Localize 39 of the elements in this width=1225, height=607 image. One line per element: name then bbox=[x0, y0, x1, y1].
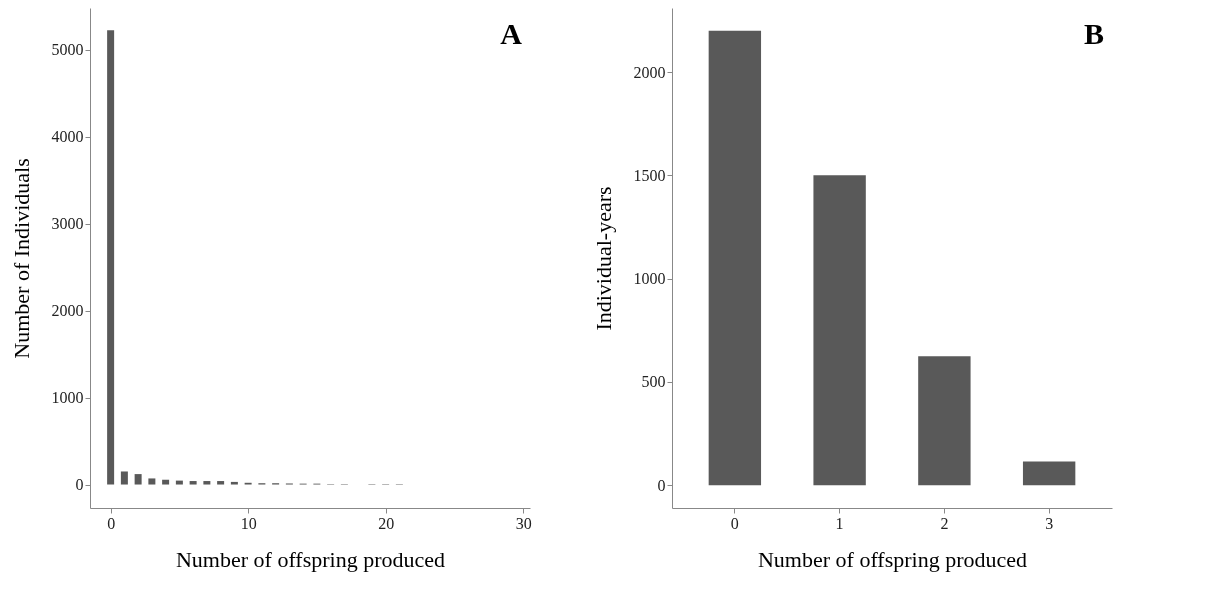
y-tick-label: 1000 bbox=[51, 389, 84, 407]
bar bbox=[134, 474, 142, 485]
bar bbox=[203, 481, 211, 485]
y-axis-title: Number of Individuals bbox=[8, 158, 34, 359]
x-tick-label: 1 bbox=[835, 514, 844, 532]
y-tick-label: 1000 bbox=[633, 270, 666, 288]
bar bbox=[120, 471, 128, 485]
y-tick-label: 1500 bbox=[633, 166, 666, 184]
bar bbox=[813, 175, 866, 486]
bar bbox=[217, 481, 225, 485]
y-tick-label: 5000 bbox=[51, 41, 84, 59]
x-axis-title: Number of offspring produced bbox=[175, 546, 446, 572]
x-tick-label: 0 bbox=[730, 514, 739, 532]
annotation: B bbox=[1083, 17, 1104, 50]
y-axis-title: Individual-years bbox=[590, 186, 616, 331]
bar bbox=[230, 481, 238, 485]
bar bbox=[148, 478, 156, 485]
y-tick-label: 3000 bbox=[51, 215, 84, 233]
y-tick-label: 2000 bbox=[51, 302, 84, 320]
x-tick-label: 20 bbox=[378, 514, 395, 532]
x-axis-title: Number of offspring produced bbox=[757, 546, 1028, 572]
bar bbox=[918, 356, 971, 486]
bar bbox=[175, 480, 183, 485]
x-tick-label: 3 bbox=[1045, 514, 1054, 532]
annotation: A bbox=[500, 17, 523, 50]
y-tick-label: 500 bbox=[641, 373, 666, 391]
bar bbox=[1022, 461, 1076, 486]
bar bbox=[107, 30, 115, 485]
y-tick-label: 0 bbox=[75, 476, 84, 494]
bar bbox=[708, 30, 762, 486]
bar bbox=[162, 479, 170, 485]
y-tick-label: 0 bbox=[657, 476, 666, 494]
x-tick-label: 2 bbox=[940, 514, 949, 532]
bar bbox=[189, 481, 197, 485]
y-tick-label: 2000 bbox=[633, 63, 666, 81]
y-tick-label: 4000 bbox=[51, 128, 84, 146]
x-tick-label: 30 bbox=[515, 514, 532, 532]
x-tick-label: 10 bbox=[240, 514, 257, 532]
x-tick-label: 0 bbox=[107, 514, 116, 532]
